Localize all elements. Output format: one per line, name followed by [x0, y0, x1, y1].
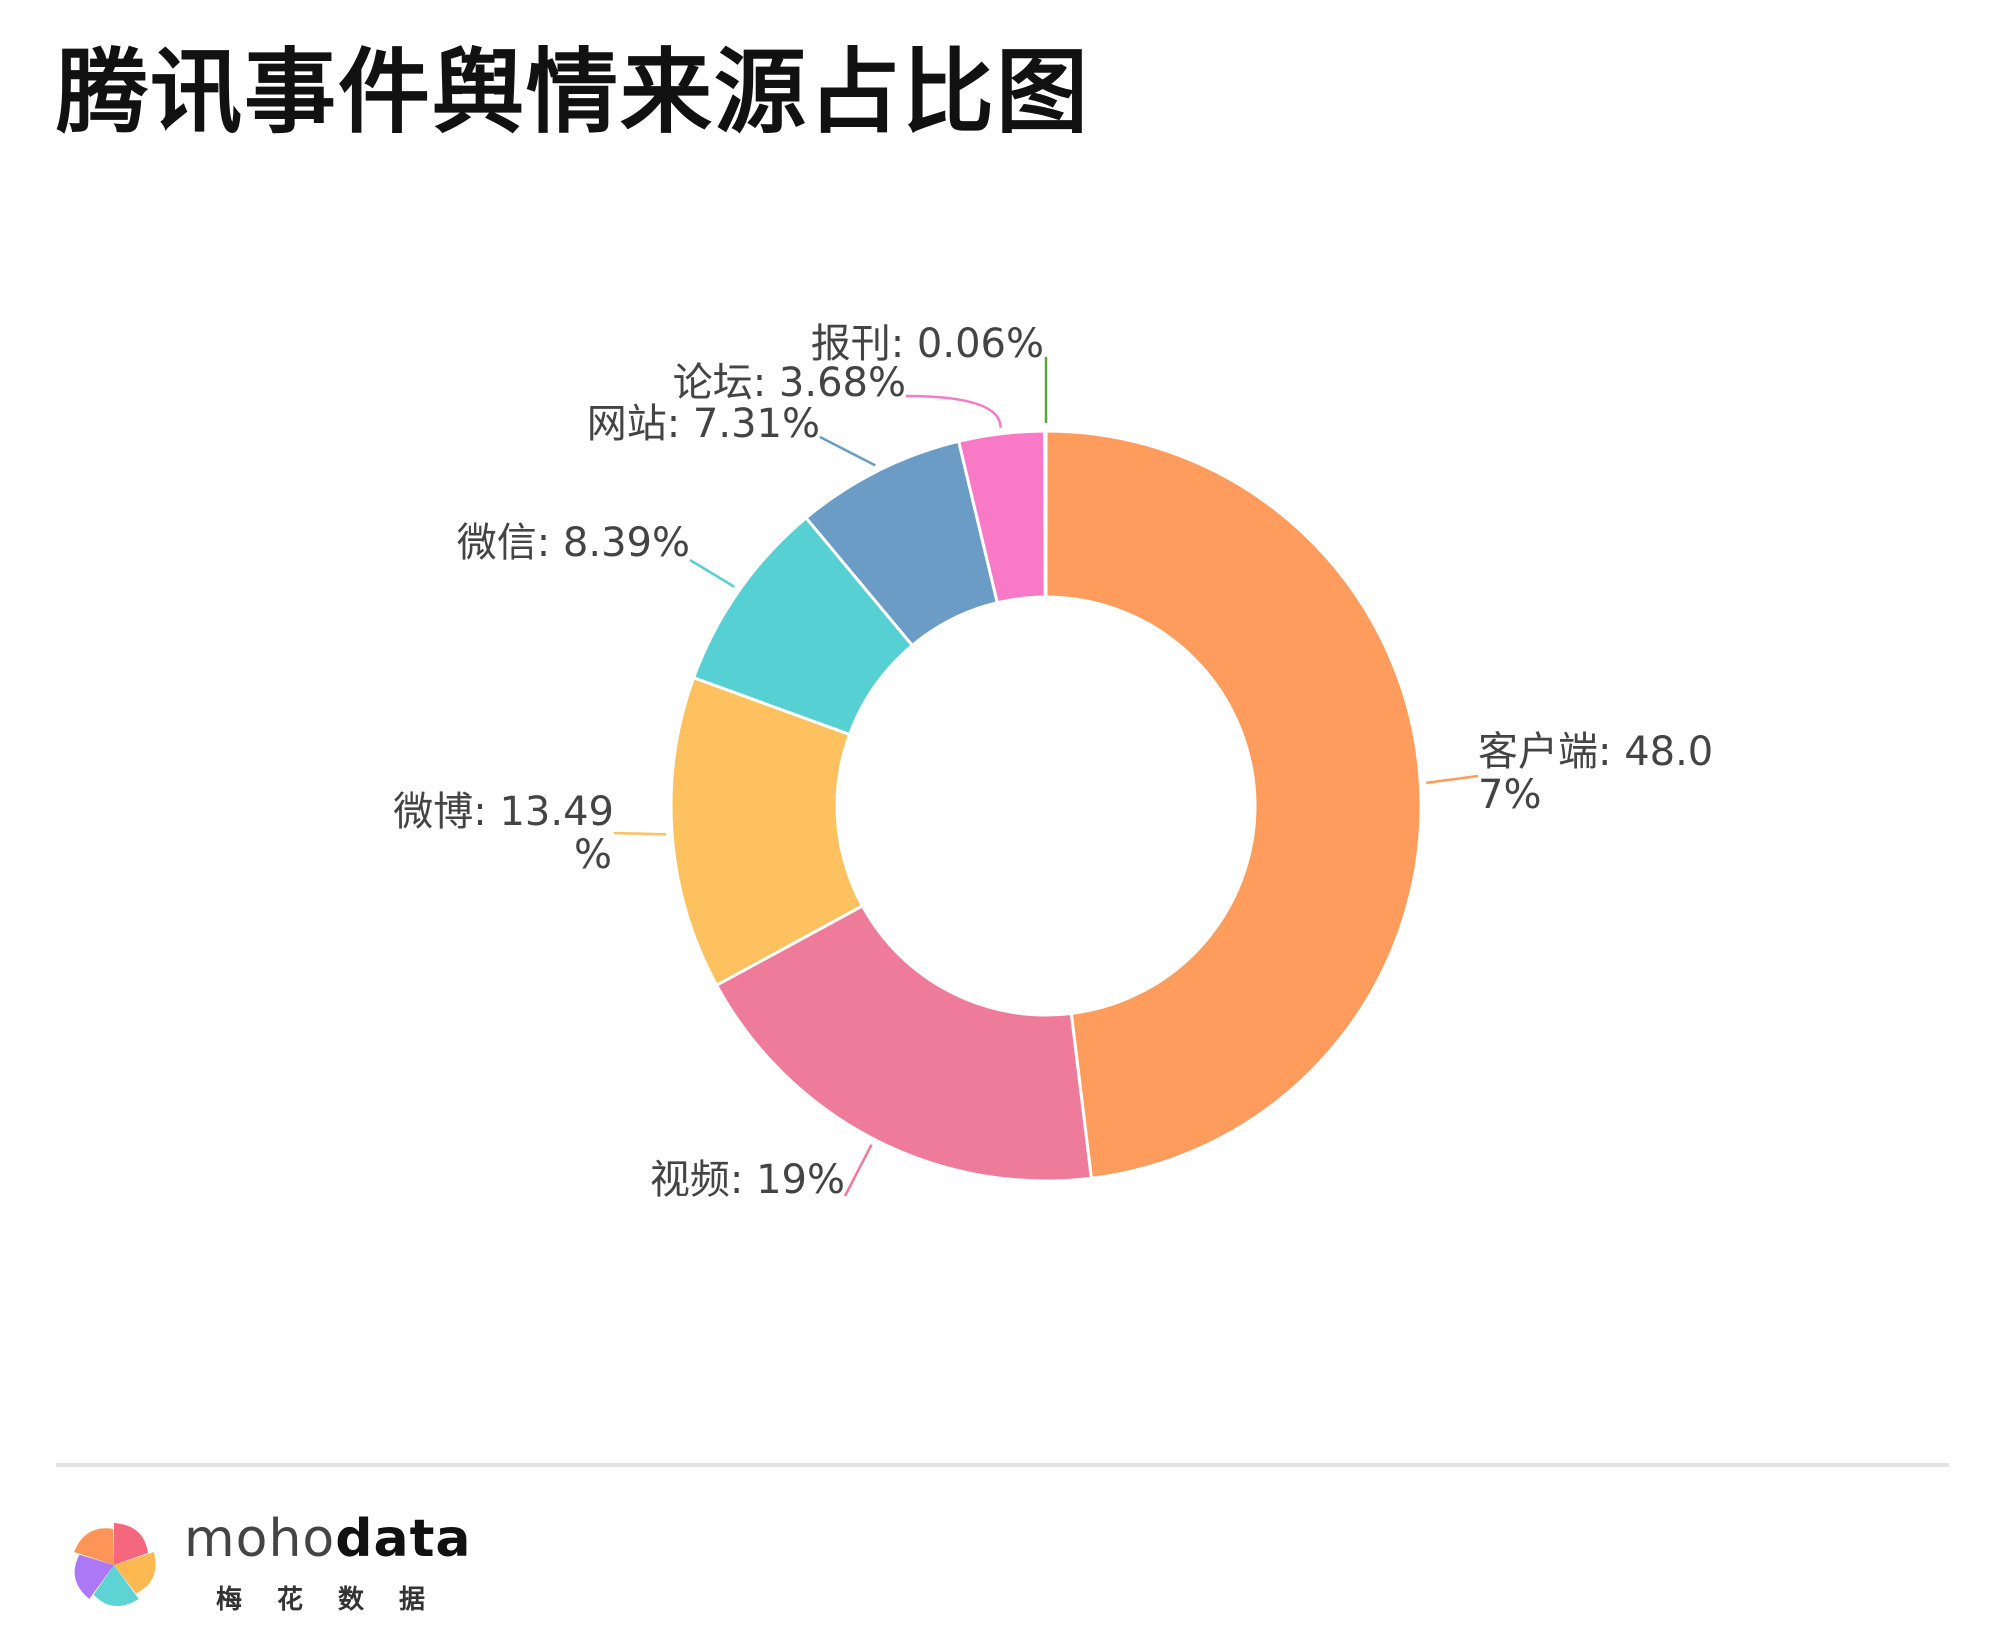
- leader-line-5: [819, 435, 876, 467]
- pinwheel-logo-icon: [74, 1523, 156, 1606]
- slice-2: [714, 903, 1094, 1183]
- logo-petal-3: [93, 1565, 139, 1606]
- leader-line-group: [613, 357, 1479, 1197]
- slice-label-2: 视频: 19%: [650, 1157, 845, 1203]
- logo-petal-1: [114, 1523, 148, 1565]
- slice-label-5: 网站: 7.31%: [587, 401, 820, 447]
- chart-title: 腾讯事件舆情来源占比图: [56, 39, 1091, 146]
- brand-bold: data: [335, 1509, 472, 1569]
- leader-line-2: [843, 1144, 873, 1197]
- slice-7: [1043, 429, 1048, 599]
- slice-label-1-line2: 7%: [1478, 772, 1541, 818]
- footer-divider: [56, 1463, 1949, 1467]
- logo-petal-5: [74, 1528, 114, 1565]
- logo-petal-4: [74, 1554, 114, 1599]
- label-group: 客户端: 48.07% 视频: 19% 微博: 13.49% 微信: 8.39% 网站:…: [393, 321, 1713, 1203]
- leader-line-6: [905, 394, 1002, 428]
- slice-1: [1044, 429, 1423, 1180]
- brand-wordmark: mohodata: [184, 1513, 472, 1565]
- leader-line-1: [1426, 774, 1479, 785]
- footer: mohodata 梅花数据: [52, 1505, 552, 1625]
- slice-label-3-line2: %: [574, 832, 612, 878]
- logo-petal-2: [114, 1552, 156, 1594]
- slice-label-7: 报刊: 0.06%: [811, 321, 1044, 367]
- slice-group: [669, 429, 1423, 1183]
- donut-chart: 客户端: 48.07% 视频: 19% 微博: 13.49% 微信: 8.39% 网站:…: [393, 321, 1713, 1203]
- slice-label-1: 客户端: 48.0: [1478, 729, 1713, 775]
- slice-label-4: 微信: 8.39%: [457, 520, 690, 566]
- brand-light: moho: [184, 1509, 336, 1569]
- brand-subtitle: 梅花数据: [216, 1585, 461, 1615]
- leader-line-4: [689, 558, 736, 588]
- slice-label-6: 论坛: 3.68%: [673, 360, 906, 406]
- slice-3: [669, 675, 865, 988]
- slice-label-3: 微博: 13.49: [393, 789, 614, 835]
- leader-line-3: [613, 831, 667, 836]
